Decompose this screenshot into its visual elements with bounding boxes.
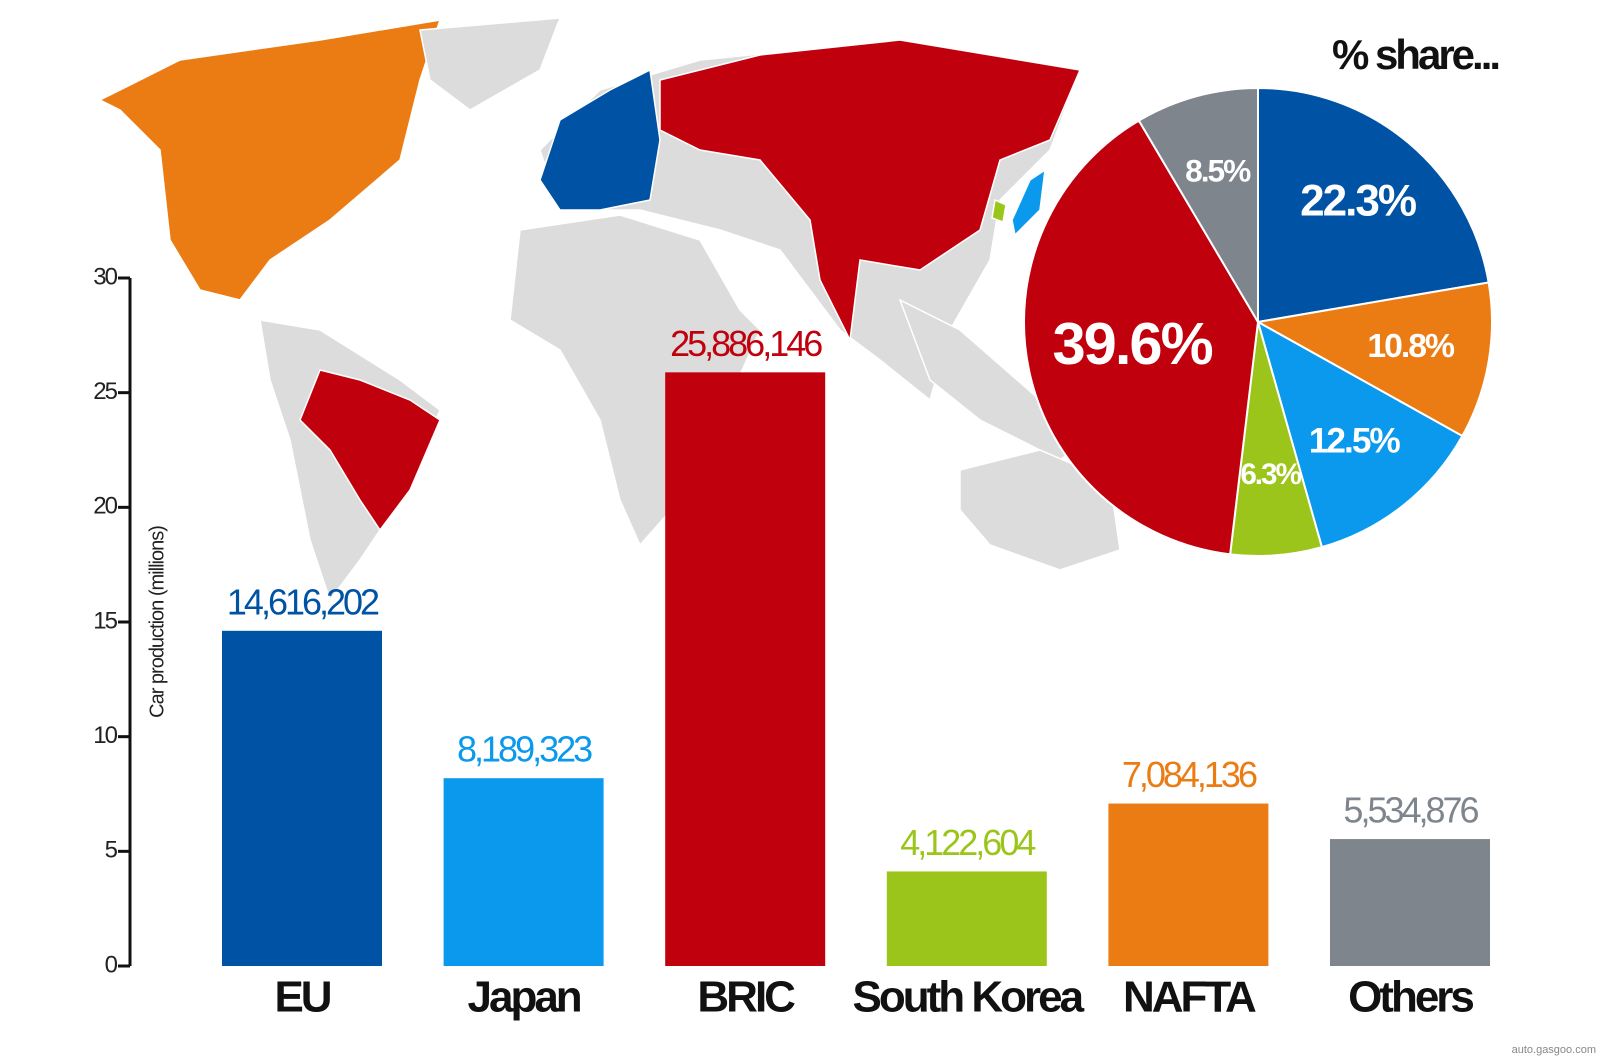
north-america	[98, 19, 442, 301]
pie-slice	[1257, 86, 1490, 324]
south-korea	[991, 198, 1007, 224]
greenland	[419, 17, 562, 111]
japan	[1011, 168, 1046, 237]
watermark: auto.gasgoo.com	[1512, 1044, 1596, 1056]
category-label: South Korea	[853, 973, 1085, 1022]
y-tick-label: 5	[105, 837, 118, 864]
bar-value-label: 4,122,604	[900, 822, 1035, 863]
pie-value-label: 10.8%	[1367, 327, 1455, 365]
pie-value-label: 6.3%	[1240, 458, 1301, 491]
bar	[1330, 839, 1490, 966]
bar-value-label: 25,886,146	[670, 323, 822, 364]
pie-title: % share...	[1332, 31, 1498, 78]
pie-value-label: 8.5%	[1185, 152, 1251, 188]
brazil	[299, 369, 441, 532]
bar-value-label: 8,189,323	[457, 729, 592, 770]
bar-value-label: 14,616,202	[227, 581, 379, 622]
y-tick-label: 15	[93, 607, 117, 634]
pie-slice	[1137, 86, 1259, 326]
pie-value-label: 12.5%	[1309, 421, 1401, 460]
category-label: NAFTA	[1123, 973, 1256, 1022]
bar	[1108, 803, 1269, 966]
category-label: Others	[1348, 973, 1473, 1022]
russia-china-india	[659, 39, 1082, 343]
category-label: EU	[274, 973, 330, 1022]
y-tick-label: 10	[93, 722, 117, 749]
pie-slice	[1023, 119, 1260, 556]
bar	[886, 871, 1047, 966]
category-label: Japan	[468, 973, 581, 1022]
bar-value-label: 7,084,136	[1122, 754, 1257, 795]
pie-slice	[1256, 319, 1464, 549]
australia	[959, 449, 1121, 571]
bar	[665, 372, 826, 967]
y-tick-label: 0	[105, 951, 118, 978]
y-tick-label: 20	[93, 493, 117, 520]
world-map	[98, 17, 1121, 602]
bar	[443, 778, 604, 966]
pie-slice	[1255, 281, 1493, 438]
y-tick-label: 30	[93, 263, 117, 290]
y-tick-label: 25	[93, 378, 117, 405]
category-label: BRIC	[697, 973, 795, 1022]
bar-value-label: 5,534,876	[1343, 790, 1478, 831]
y-axis-title: Car production (millions)	[146, 526, 168, 718]
pie-value-label: 22.3%	[1300, 177, 1417, 226]
bar	[222, 630, 382, 966]
pie-value-label: 39.6%	[1053, 310, 1213, 377]
europe	[539, 68, 661, 211]
